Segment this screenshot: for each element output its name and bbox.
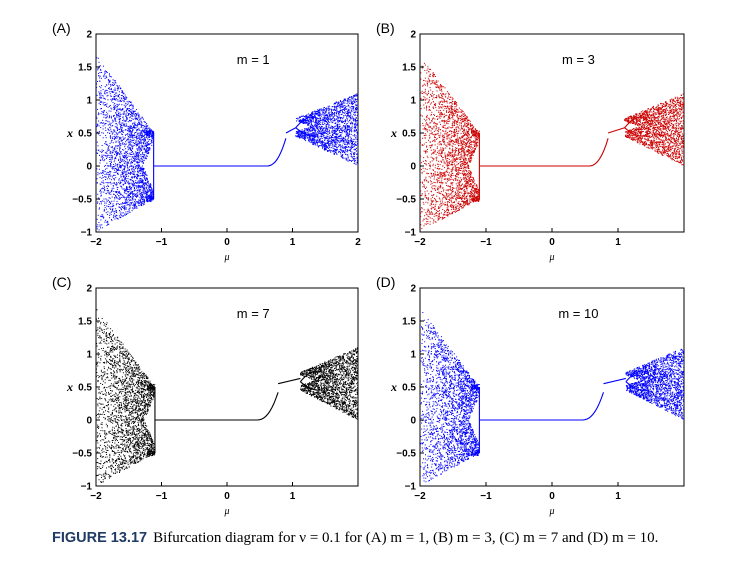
x-axis: −2 −1 0 1 [414, 228, 621, 248]
x-axis-label: μ [548, 252, 554, 263]
y-tick-label: 0.5 [402, 129, 416, 140]
panel-b: −1−0.500.511.52−2 −1 0 1μx(B)m = 3 [376, 20, 685, 263]
x-tick-label: −1 [156, 237, 168, 248]
x-tick-label: −2 [90, 491, 102, 502]
x-axis-label: μ [223, 506, 229, 517]
y-tick-label: −0.5 [396, 195, 416, 206]
x-tick-label: 0 [549, 491, 555, 502]
y-axis-label: x [66, 126, 73, 140]
y-tick-label: 1.5 [78, 63, 92, 74]
x-tick-label: 0 [224, 237, 230, 248]
y-tick-label: 1.5 [402, 63, 416, 74]
x-tick-label: −1 [156, 491, 168, 502]
x-tick-label: 0 [224, 491, 230, 502]
y-axis: −1 −0.5 0 0.5 1 1.5 2 [396, 30, 424, 239]
x-tick-label: 0 [549, 237, 555, 248]
y-tick-label: 1 [410, 96, 416, 107]
x-axis-label: μ [548, 506, 554, 517]
y-tick-label: −0.5 [396, 449, 416, 460]
panel-a: −1−0.500.511.52−2 −1 0 1 2μx(A)m = 1 [52, 20, 361, 263]
x-tick-label: −1 [480, 491, 492, 502]
y-tick-label: 1.5 [402, 317, 416, 328]
y-tick-label: 0.5 [78, 383, 92, 394]
x-tick-label: 1 [290, 237, 296, 248]
branch-curves [153, 116, 319, 199]
y-tick-label: −1 [81, 228, 93, 239]
y-tick-label: 0 [86, 416, 92, 427]
panel-label: (D) [376, 274, 395, 290]
scatter-points [420, 311, 684, 483]
y-tick-label: 0 [410, 416, 416, 427]
x-tick-label: 2 [355, 237, 361, 248]
x-tick-label: −2 [414, 237, 426, 248]
figure-caption: FIGURE 13.17 Bifurcation diagram for ν = … [52, 528, 692, 549]
y-axis-label: x [390, 126, 397, 140]
y-tick-label: −0.5 [72, 195, 92, 206]
y-axis-label: x [66, 380, 73, 394]
y-tick-label: 2 [410, 30, 416, 41]
panel-c: −1−0.500.511.52−2 −1 0 1μx(C)m = 7 [52, 274, 359, 517]
x-axis-label: μ [223, 252, 229, 263]
y-tick-label: 1 [86, 350, 92, 361]
x-tick-label: −1 [480, 237, 492, 248]
x-tick-label: −2 [414, 491, 426, 502]
annotation-m: m = 3 [562, 52, 595, 67]
annotation-m: m = 1 [237, 52, 270, 67]
y-tick-label: 0 [410, 162, 416, 173]
panel-label: (C) [52, 274, 71, 290]
y-tick-label: 2 [410, 284, 416, 295]
annotation-m: m = 7 [237, 306, 270, 321]
caption-label: FIGURE 13.17 [52, 530, 148, 546]
panel-d: −1−0.500.511.52−2 −1 0 1μx(D)m = 10 [376, 274, 685, 517]
y-tick-label: 1 [86, 96, 92, 107]
y-tick-label: 2 [86, 284, 92, 295]
branch-curves [154, 370, 323, 453]
x-tick-label: −2 [90, 237, 102, 248]
y-tick-label: 2 [86, 30, 92, 41]
y-tick-label: −0.5 [72, 449, 92, 460]
y-axis: −1 −0.5 0 0.5 1 1.5 2 [72, 30, 100, 239]
y-tick-label: 1 [410, 350, 416, 361]
x-axis: −2 −1 0 1 2 [90, 228, 361, 248]
scatter-points [96, 309, 358, 483]
x-axis: −2 −1 0 1 [414, 482, 621, 502]
figure-canvas: −1−0.500.511.52−2 −1 0 1 2μx(A)m = 1−1−0.500… [52, 20, 685, 517]
annotation-m: m = 10 [558, 306, 598, 321]
y-tick-label: 0.5 [402, 383, 416, 394]
branch-curves [478, 116, 648, 199]
panel-label: (B) [376, 20, 395, 36]
caption-text: Bifurcation diagram for ν = 0.1 for (A) … [153, 530, 659, 546]
y-tick-label: 0 [86, 162, 92, 173]
y-tick-label: −1 [405, 482, 417, 493]
y-tick-label: 1.5 [78, 317, 92, 328]
y-tick-label: −1 [81, 482, 93, 493]
y-tick-label: 0.5 [78, 129, 92, 140]
x-tick-label: 1 [615, 491, 621, 502]
x-axis: −2 −1 0 1 [90, 482, 296, 502]
y-axis: −1 −0.5 0 0.5 1 1.5 2 [72, 284, 100, 493]
x-tick-label: 1 [290, 491, 296, 502]
y-axis: −1 −0.5 0 0.5 1 1.5 2 [396, 284, 424, 493]
y-axis-label: x [390, 380, 397, 394]
x-tick-label: 1 [615, 237, 621, 248]
plot-frame [419, 33, 685, 233]
panel-label: (A) [52, 20, 71, 36]
branch-curves [478, 370, 649, 453]
scatter-points [420, 62, 684, 230]
y-tick-label: −1 [405, 228, 417, 239]
